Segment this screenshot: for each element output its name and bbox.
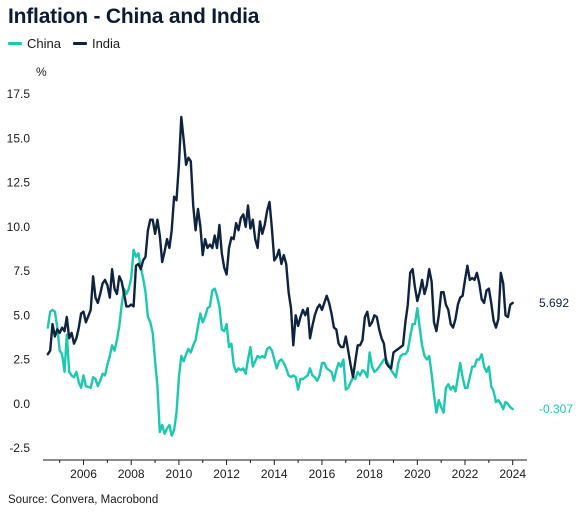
x-tick-label: 2012: [213, 467, 240, 481]
legend-label-india: India: [91, 36, 121, 51]
x-tick-label: 2024: [499, 467, 526, 481]
y-tick-label: 2.5: [13, 353, 30, 367]
x-tick-label: 2020: [404, 467, 431, 481]
legend-label-china: China: [27, 36, 61, 51]
x-tick-label: 2016: [309, 467, 336, 481]
y-tick-label: 17.5: [7, 87, 31, 101]
y-tick-label: 5.0: [13, 308, 30, 322]
source-note: Source: Convera, Macrobond: [8, 494, 159, 506]
y-tick-label: 10.0: [7, 220, 31, 234]
end-labels: -0.307 5.692: [539, 296, 573, 416]
x-axis: 2006 2008 2010 2012 2014 2016 2018 2020 2022 2024: [43, 459, 527, 481]
y-axis-unit-label: %: [36, 65, 47, 79]
legend: China India: [8, 36, 120, 51]
y-tick-label: -2.5: [9, 441, 30, 455]
legend-entry-india: India: [72, 36, 121, 51]
x-tick-label: 2006: [70, 467, 97, 481]
series-line-india: [46, 115, 514, 379]
legend-entry-china: China: [8, 36, 61, 51]
end-value-label-india: 5.692: [539, 296, 569, 310]
y-tick-label: 15.0: [7, 131, 31, 145]
legend-swatch-china: [8, 42, 22, 45]
x-tick-label: 2014: [261, 467, 288, 481]
chart-title: Inflation - China and India: [8, 5, 260, 28]
series-lines: [46, 115, 514, 437]
y-tick-label: 0.0: [13, 397, 30, 411]
x-tick-label: 2010: [166, 467, 193, 481]
y-tick-label: 12.5: [7, 176, 31, 190]
x-tick-label: 2008: [118, 467, 145, 481]
end-value-label-china: -0.307: [539, 402, 573, 416]
y-tick-label: 7.5: [13, 264, 30, 278]
x-tick-label: 2022: [452, 467, 479, 481]
y-axis: 17.5 15.0 12.5 10.0 7.5 5.0 2.5 0.0 -2.5: [7, 87, 31, 455]
legend-swatch-india: [72, 42, 87, 45]
series-line-china: [46, 248, 514, 437]
x-tick-label: 2018: [356, 467, 383, 481]
